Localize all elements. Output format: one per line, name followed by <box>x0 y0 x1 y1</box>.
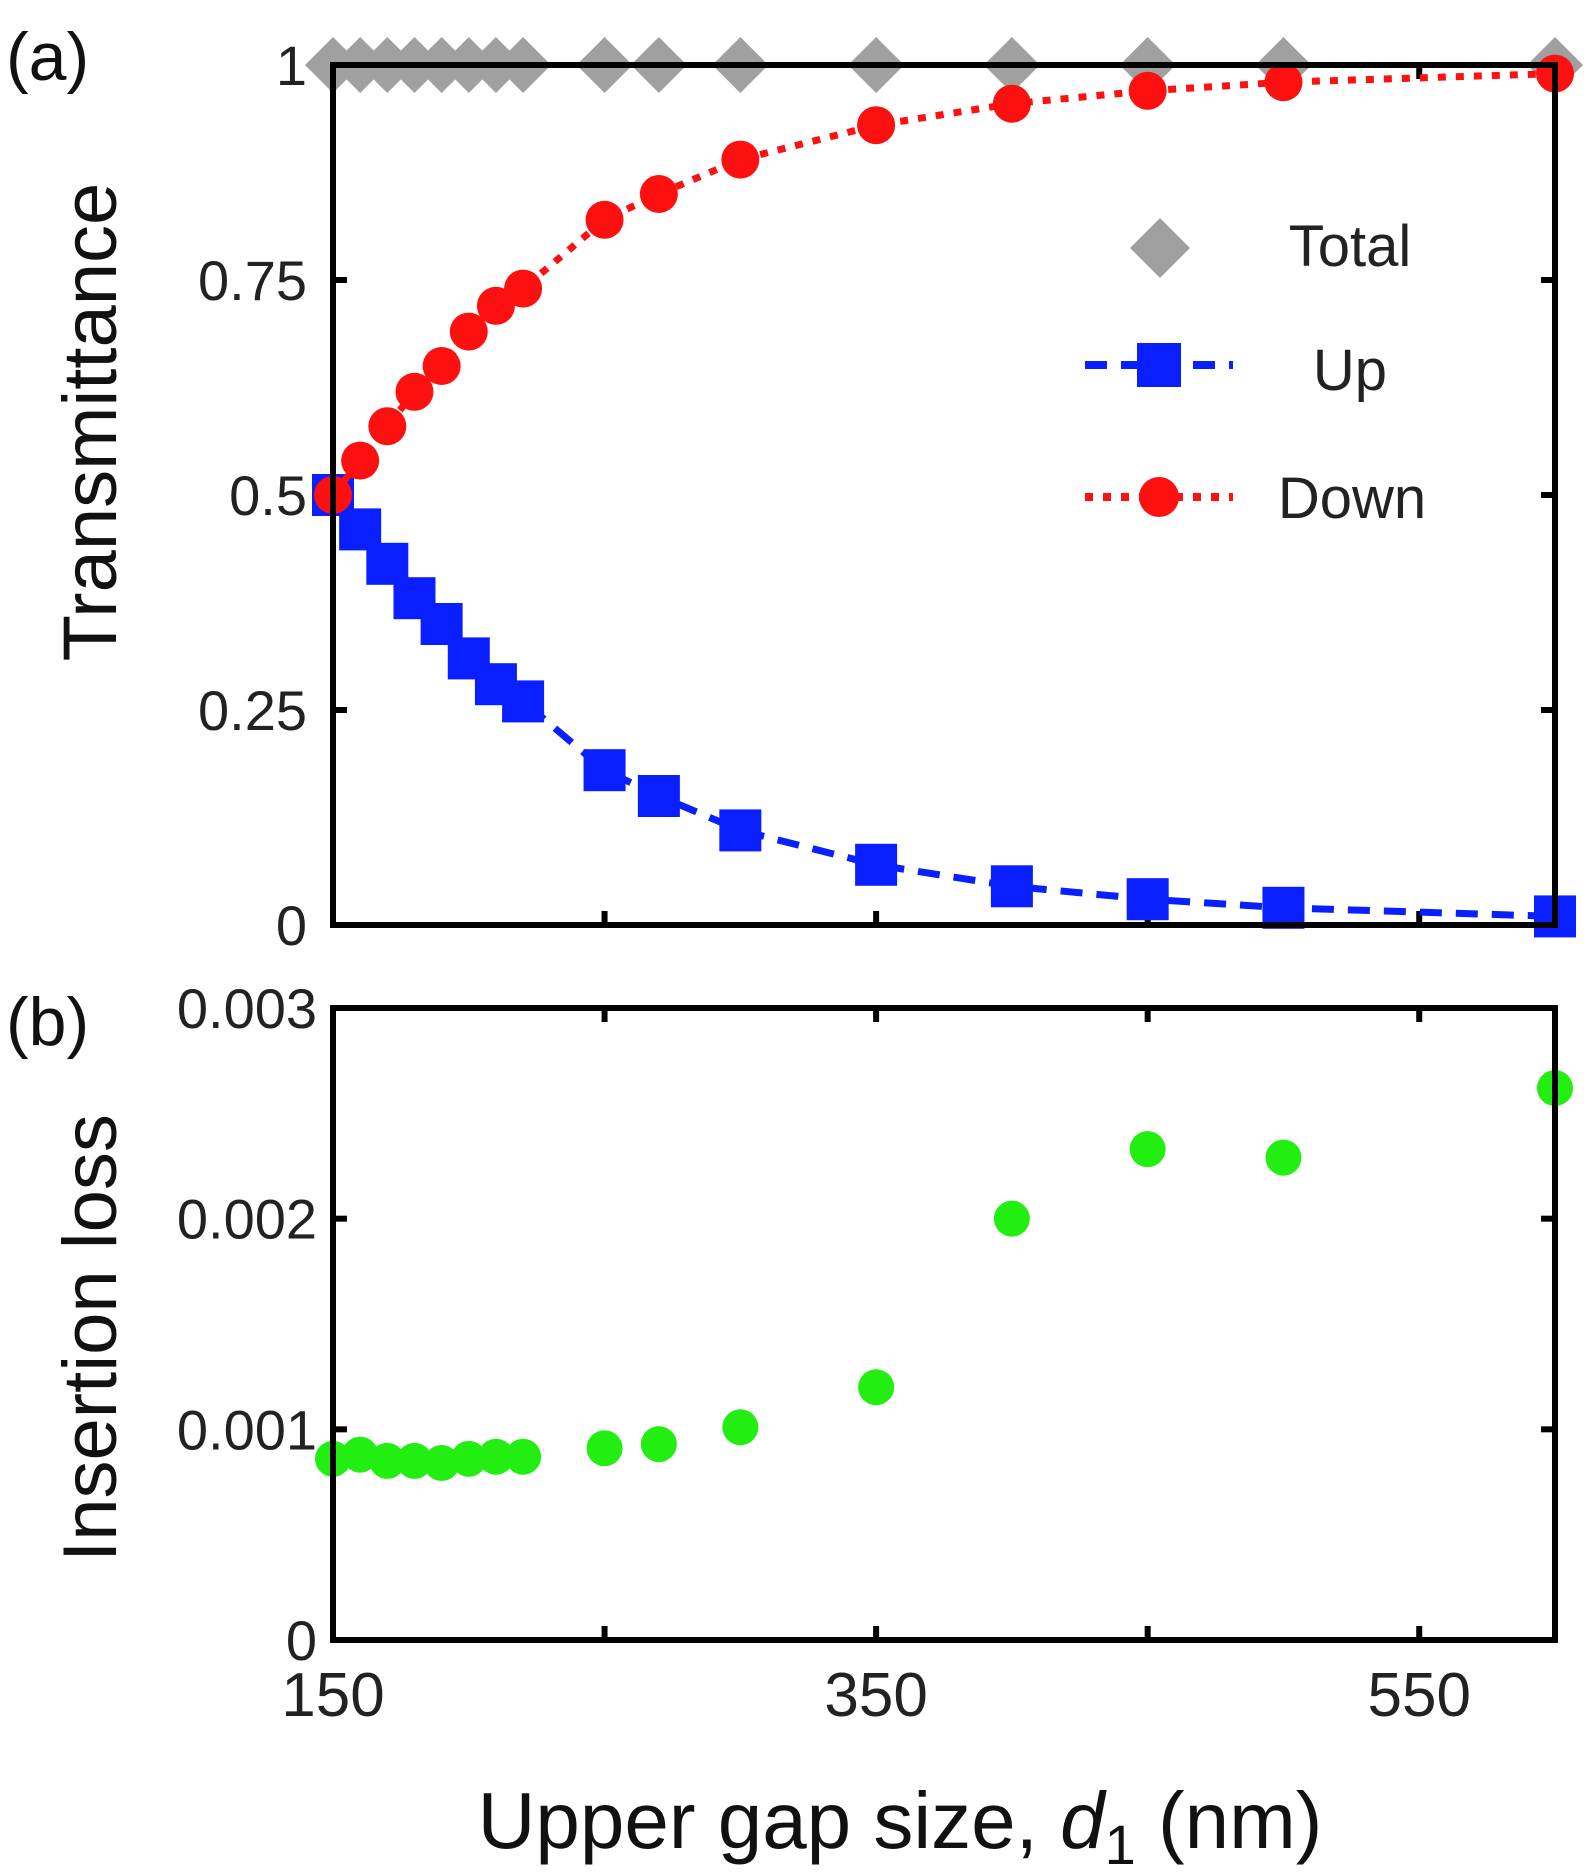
data-point-insertion-loss <box>1265 1139 1302 1176</box>
x-tick-label: 350 <box>824 1661 927 1730</box>
legend-up-label: Up <box>1313 338 1387 403</box>
data-point-up <box>855 843 898 886</box>
panel-a-ylabel: Transmittance <box>48 183 133 662</box>
data-point-insertion-loss <box>858 1369 895 1406</box>
x-tick-label: 550 <box>1367 1661 1470 1730</box>
legend-up-marker <box>1137 343 1181 387</box>
data-point-down <box>857 106 896 145</box>
x-axis-title-subscript: 1 <box>1105 1813 1136 1875</box>
data-point-up <box>1262 886 1305 929</box>
data-point-insertion-loss <box>342 1436 379 1473</box>
panel-b-label: (b) <box>6 984 89 1060</box>
data-point-insertion-loss <box>1129 1131 1166 1168</box>
data-point-up <box>583 749 626 792</box>
y-tick-label: 0.5 <box>229 464 307 527</box>
data-point-down <box>1264 63 1303 102</box>
data-point-insertion-loss <box>640 1426 677 1463</box>
data-point-up <box>719 809 762 852</box>
data-point-down <box>449 312 488 351</box>
y-tick-label: 0.003 <box>177 977 317 1040</box>
panel-a-plot-frame <box>330 62 1558 928</box>
legend-down-marker <box>1139 477 1179 517</box>
data-point-down <box>992 84 1031 123</box>
legend-entry-down: Down <box>1085 466 1426 531</box>
data-point-down <box>368 407 407 446</box>
legend-down-label: Down <box>1278 466 1426 531</box>
data-point-insertion-loss <box>423 1445 460 1482</box>
x-tick-label: 150 <box>281 1661 384 1730</box>
data-point-up <box>637 775 680 817</box>
data-point-insertion-loss <box>396 1442 433 1479</box>
data-point-down <box>721 140 760 179</box>
data-point-insertion-loss <box>477 1438 514 1475</box>
data-point-down <box>341 441 380 480</box>
data-point-up <box>1126 878 1169 921</box>
legend-total-label: Total <box>1289 214 1412 279</box>
legend-entry-up: Up <box>1085 338 1387 403</box>
data-point-insertion-loss <box>505 1438 542 1475</box>
data-point-insertion-loss <box>369 1442 406 1479</box>
y-tick-label: 0 <box>276 894 307 957</box>
legend-entry-total: Total <box>1130 214 1411 279</box>
series-line-down <box>330 70 1556 498</box>
y-tick-label: 0.75 <box>198 249 307 312</box>
data-point-down <box>585 200 624 239</box>
legend-total-marker <box>1130 218 1190 278</box>
data-point-down <box>476 286 515 325</box>
x-axis-title: Upper gap size, d1 (nm) <box>478 1776 1323 1875</box>
x-axis-title-suffix: (nm) <box>1136 1776 1323 1865</box>
panel-a-transmittance: (a) Transmittance 0 0.25 0.5 0.75 1 Total Up… <box>6 19 1583 957</box>
y-tick-label: 1 <box>276 34 307 97</box>
data-point-down <box>504 269 543 308</box>
y-tick-label: 0 <box>286 1609 317 1672</box>
data-point-insertion-loss <box>450 1440 487 1477</box>
data-point-down <box>422 347 461 385</box>
data-point-down <box>395 372 434 411</box>
y-tick-label: 0.002 <box>177 1188 317 1251</box>
legend: Total Up Down <box>1085 214 1426 531</box>
data-point-up <box>990 865 1033 908</box>
x-axis-title-variable: d <box>1060 1776 1107 1865</box>
data-point-insertion-loss <box>586 1430 623 1467</box>
panel-b-insertion-loss: (b) Insertion loss 0 0.001 0.002 0.003 150 3… <box>6 977 1573 1875</box>
y-tick-label: 0.25 <box>198 679 307 742</box>
data-point-insertion-loss <box>722 1409 759 1446</box>
data-point-up <box>502 680 545 723</box>
x-axis-title-prefix: Upper gap size, <box>478 1776 1061 1865</box>
data-point-down <box>639 175 678 213</box>
panel-b-plot-frame <box>330 1005 1558 1643</box>
data-point-insertion-loss <box>993 1200 1030 1237</box>
panel-b-ylabel: Insertion loss <box>48 1114 133 1562</box>
panel-a-label: (a) <box>6 19 89 95</box>
y-tick-label: 0.001 <box>177 1398 317 1461</box>
data-point-down <box>1128 71 1167 110</box>
